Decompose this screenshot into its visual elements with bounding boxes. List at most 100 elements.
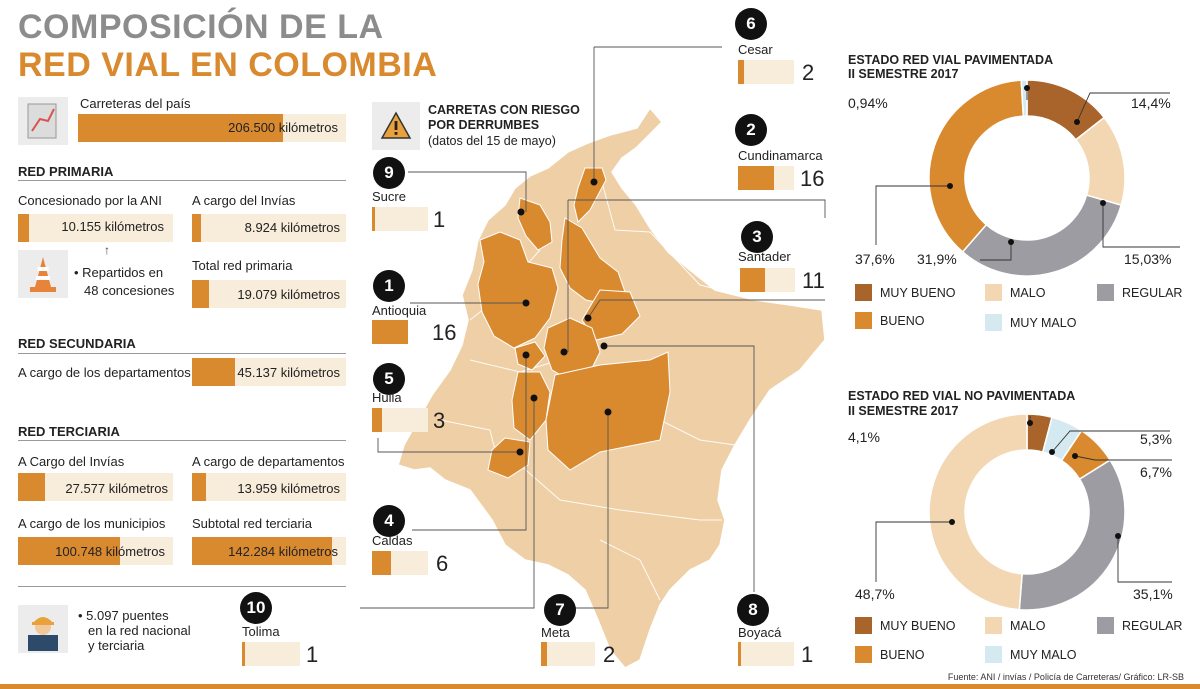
rank-badge-9: 9 [373,157,405,189]
dept-name-cesar: Cesar [738,42,773,57]
terciaria-dept-value: 13.959 kilómetros [237,481,340,496]
donut2-subtitle: II SEMESTRE 2017 [848,404,959,418]
donut1-label-muy-bueno: 14,4% [1131,95,1171,111]
dept-name-boyaca: Boyacá [738,625,782,640]
ani-label: Concesionado por la ANI [18,193,162,208]
dept-name-caldas: Caldas [372,533,413,548]
dept-name-antioquia: Antioquia [372,303,427,318]
donut2-slice-regular [1018,459,1126,610]
leader-cundinamarca [567,199,826,352]
donut2-label-muy-malo: 5,3% [1140,431,1172,447]
secundaria-rule [18,353,346,354]
primaria-rule [18,180,346,181]
highlight-huila [487,437,531,479]
terciaria-mun-label: A cargo de los municipios [18,516,166,531]
concesiones-note-line1: • Repartidos en [74,265,164,280]
terciaria-mun-bar: 100.748 kilómetros [18,537,173,565]
highlight-tolima [511,371,551,441]
legend1-muy-bueno: MUY BUENO [880,286,956,300]
page-title-line2: RED VIAL EN COLOMBIA [18,46,438,84]
count-value-sucre: 1 [433,207,446,232]
puentes-rule [18,586,346,587]
count-bar-huila [372,408,428,432]
donut2-slice-malo [928,413,1028,610]
traffic-cone-icon [18,250,68,298]
primaria-heading: RED PRIMARIA [18,164,114,179]
count-bar-santander [740,268,795,292]
donut2-label-muy-bueno: 4,1% [848,429,880,445]
legend1-swatch-muy-malo [985,314,1002,331]
legend2-swatch-bueno [855,646,872,663]
donut2-label-regular: 35,1% [1133,586,1173,602]
rank-badge-5: 5 [373,363,405,395]
warning-icon [372,102,420,150]
terciaria-invias-value: 27.577 kilómetros [65,481,168,496]
leader-sucre [408,171,527,212]
rank-badge-4: 4 [373,505,405,537]
source-credit: Fuente: ANI / invías / Policía de Carret… [947,672,1184,682]
secundaria-bar: 45.137 kilómetros [192,358,346,386]
footer-accent-bar [0,684,1200,689]
rank-badge-6: 6 [735,8,767,40]
colombia-map [360,46,826,669]
riesgo-title-line2: POR DERRUMBES [428,118,540,132]
count-value-caldas: 6 [436,551,449,576]
count-value-meta: 2 [603,642,616,667]
dept-name-huila: Huila [372,390,402,405]
riesgo-subtitle: (datos del 15 de mayo) [428,134,556,148]
donut1-slice-regular [961,194,1123,277]
carreteras-bar: 206.500 kilómetros [78,114,346,142]
leader-caldas [412,355,527,531]
count-bar-caldas [372,551,428,575]
concesiones-note-line2: 48 concesiones [84,283,175,298]
terciaria-invias-bar: 27.577 kilómetros [18,473,173,501]
legend2-swatch-muy-malo [985,646,1002,663]
donut2-label-bueno: 6,7% [1140,464,1172,480]
highlight-boyaca [581,289,641,341]
donut1-label-malo: 15,03% [1124,251,1172,267]
legend2-swatch-malo [985,617,1002,634]
legend1-swatch-muy-bueno [855,284,872,301]
donut1-chart [875,80,1180,277]
rank-badge-10: 10 [240,592,272,624]
terciaria-rule [18,440,346,441]
count-bar-antioquia [372,320,408,344]
leader-boyaca [604,345,755,592]
leader-huila [377,438,520,453]
riesgo-title-line1: CARRETAS CON RIESGO [428,103,580,117]
legend2-swatch-muy-bueno [855,617,872,634]
donut1-slice-bueno [928,80,1025,253]
legend1-regular: REGULAR [1122,286,1183,300]
dept-name-sucre: Sucre [372,189,406,204]
donut2-label-malo: 48,7% [855,586,895,602]
puentes-line1: • 5.097 puentes [78,608,169,623]
puentes-line2: en la red nacional [88,623,191,638]
donut1-leader-malo [1102,203,1180,248]
donut2-leader-malo [875,521,952,582]
donut1-subtitle: II SEMESTRE 2017 [848,67,959,81]
highlight-cesar [573,167,607,223]
dept-name-santander: Santader [738,249,791,264]
arrow-up-icon: ↑ [104,243,110,257]
worker-icon [18,605,68,653]
donut2-leader-regular [1117,536,1172,583]
legend1-swatch-regular [1097,284,1114,301]
count-value-cesar: 2 [802,60,815,85]
rank-badge-2: 2 [735,114,767,146]
count-value-tolima: 1 [306,642,319,667]
terciaria-sub-bar: 142.284 kilómetros [192,537,346,565]
leader-santander [587,299,825,319]
count-value-boyaca: 1 [801,642,814,667]
legend2-swatch-regular [1097,617,1114,634]
highlight-sucre [517,197,553,251]
legend1-malo: MALO [1010,286,1046,300]
invias-label: A cargo del Invías [192,193,296,208]
count-bar-meta [541,642,595,666]
legend2-regular: REGULAR [1122,619,1183,633]
carreteras-label: Carreteras del país [80,96,191,111]
legend2-malo: MALO [1010,619,1046,633]
page-title-line1: COMPOSICIÓN DE LA [18,8,384,46]
count-bar-sucre [372,207,428,231]
legend2-bueno: BUENO [880,648,925,662]
rank-badge-1: 1 [373,270,405,302]
